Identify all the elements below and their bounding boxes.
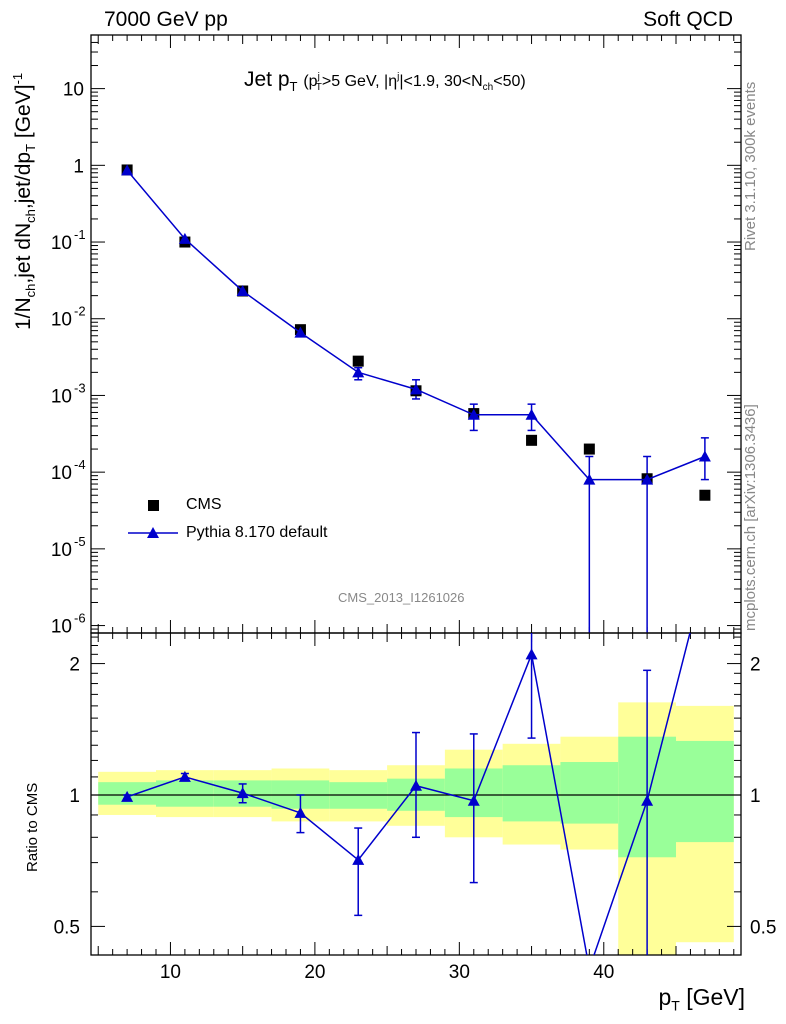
- ratio-point-6: [467, 794, 480, 806]
- x-tick-label-1: 20: [304, 962, 325, 983]
- main-y-tick-label-3: 10: [51, 386, 72, 407]
- cms-point-4: [352, 355, 364, 367]
- ylabel-c: ,jet/dp: [12, 151, 35, 210]
- mc-point-6: [467, 408, 480, 420]
- ratio-y-tick-label-left-1: 1: [69, 786, 80, 807]
- side-label-rivet: Rivet 3.1.10, 300k events: [742, 81, 759, 251]
- cms-point-7: [526, 434, 538, 446]
- mc-point-8: [583, 473, 596, 485]
- ratio-point-4: [352, 853, 365, 865]
- main-y-tick-exp-2: -4: [74, 457, 86, 472]
- ratio-y-tick-label-right-2: 2: [750, 655, 761, 676]
- ratio-point-9: [641, 794, 654, 806]
- main-y-tick-exp-4: -2: [74, 304, 86, 319]
- mc-point-3: [294, 326, 307, 338]
- ratio-point-7: [525, 648, 538, 660]
- ratio-point-10: [699, 568, 711, 579]
- mc-point-7: [525, 408, 538, 420]
- main-y-tick-label-6: 1: [73, 156, 84, 177]
- main-y-tick-label-1: 10: [51, 540, 72, 561]
- header-collision: 7000 GeV pp: [104, 8, 228, 31]
- header-process: Soft QCD: [643, 8, 733, 31]
- mc-line: [126, 169, 706, 481]
- ylabel-c-sub: T: [23, 143, 39, 152]
- title-sub-t: T: [315, 82, 322, 94]
- title-main-sub: T: [289, 79, 298, 95]
- ratio-point-1: [178, 770, 191, 782]
- ratio-band-inner-1: [156, 780, 214, 807]
- legend-pythia-marker: [147, 527, 159, 538]
- title-main: Jet p: [244, 68, 290, 91]
- title-cond-c: |<1.9, 30<N: [399, 73, 483, 90]
- ratio-y-tick-label-right-1: 1: [750, 786, 761, 807]
- main-y-tick-label-2: 10: [51, 463, 72, 484]
- title-cond-d: <50): [493, 73, 526, 90]
- xlabel-p: p: [658, 984, 672, 1010]
- xlabel-unit: [GeV]: [686, 984, 745, 1010]
- analysis-id: CMS_2013_I1261026: [338, 590, 465, 605]
- plot-title: Jet pT (pjT>5 GeV, |ηj|<1.9, 30<Nch<50): [244, 68, 526, 94]
- ylabel-d-sup: -1: [10, 72, 25, 85]
- xlabel-sub: T: [671, 997, 680, 1014]
- ratio-point-2: [236, 787, 249, 799]
- ylabel-a-sub: ch: [23, 283, 39, 298]
- ratio-point-5: [410, 779, 422, 791]
- main-y-tick-label-0: 10: [51, 617, 72, 638]
- ratio-series: [121, 568, 711, 955]
- main-y-tick-label-7: 10: [63, 80, 84, 101]
- ratio-band-inner-8: [560, 762, 619, 824]
- ratio-plot-area: 10 20 30 40 0.5 0.5 1 1 2 2: [54, 568, 776, 983]
- legend-cms-label: CMS: [186, 496, 222, 513]
- x-tick-label-0: 10: [160, 962, 181, 983]
- legend-pythia-label: Pythia 8.170 default: [186, 524, 328, 541]
- mc-point-10: [698, 450, 711, 462]
- ratio-band-inner-10: [676, 740, 734, 843]
- x-tick-label-2: 30: [449, 962, 470, 983]
- ylabel-d: [GeV]: [12, 84, 35, 139]
- cms-point-8: [583, 443, 595, 455]
- title-condition: (pjT>5 GeV, |ηj|<1.9, 30<Nch<50): [303, 71, 526, 94]
- main-y-tick-exp-1: -5: [74, 534, 86, 549]
- title-sup-j2: j: [397, 71, 400, 83]
- cms-point-10: [699, 489, 711, 501]
- main-frame: [90, 34, 742, 634]
- legend: [128, 500, 178, 538]
- main-y-tick-exp-3: -3: [74, 380, 86, 395]
- ratio-y-tick-label-right-0: 0.5: [750, 917, 776, 938]
- side-label-mcplots: mcplots.cern.ch [arXiv:1306.3436]: [742, 404, 759, 631]
- mc-point-5: [410, 383, 422, 395]
- mc-point-4: [352, 366, 365, 378]
- title-cond-b: >5 GeV, |η: [321, 73, 398, 90]
- mc-point-0: [121, 164, 134, 176]
- title-sub-ch: ch: [482, 82, 494, 94]
- ratio-y-label: Ratio to CMS: [24, 782, 41, 872]
- main-y-tick-label-4: 10: [51, 310, 72, 331]
- main-series: [121, 164, 711, 633]
- mc-point-1: [178, 232, 191, 244]
- ylabel-b-sub: ch: [23, 209, 39, 223]
- title-cond-a: (p: [303, 73, 318, 90]
- title-sup-j1: j: [317, 71, 320, 83]
- ratio-band-inner-7: [502, 765, 561, 822]
- ratio-point-3: [294, 806, 307, 818]
- legend-cms-marker: [148, 500, 159, 511]
- main-y-tick-label-5: 10: [51, 233, 72, 254]
- main-y-tick-exp-0: -6: [74, 611, 86, 626]
- ratio-y-tick-label-left-0: 0.5: [54, 917, 80, 938]
- main-y-tick-exp-5: -1: [74, 227, 86, 242]
- x-axis-label: pT [GeV]: [658, 984, 745, 1014]
- ylabel-a: 1/N: [12, 297, 35, 330]
- main-y-label: 1/Nch,jet dNch,jet/dpT [GeV]-1: [10, 73, 38, 330]
- ratio-point-0: [121, 790, 134, 802]
- mc-point-2: [236, 284, 249, 296]
- ylabel-b: ,jet dN: [12, 222, 35, 284]
- x-tick-label-3: 40: [593, 962, 614, 983]
- ratio-y-tick-label-left-2: 2: [69, 655, 80, 676]
- mc-point-9: [641, 473, 654, 485]
